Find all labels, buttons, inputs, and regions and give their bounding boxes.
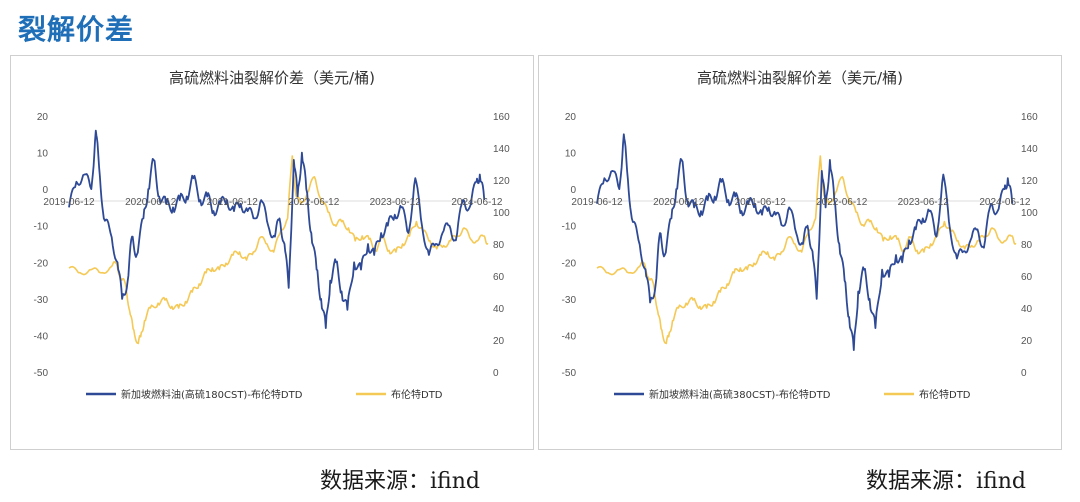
y-right-tick-label: 60: [1021, 272, 1033, 283]
series-line-brent: [68, 155, 489, 345]
page-title: 裂解价差: [18, 13, 135, 46]
y-right-tick-label: 40: [1021, 304, 1033, 315]
chart-panel-380cst: 高硫燃料油裂解价差（美元/桶) 20 10 0 -10 -20 -30 -40 -50 160 14…: [538, 55, 1062, 450]
x-tick-label: 2019-06-12: [43, 197, 95, 208]
y-left-tick-label: 20: [37, 112, 49, 123]
x-tick-label: 2023-06-12: [898, 197, 950, 208]
y-right-tick-label: 80: [1021, 240, 1033, 251]
legend-label: 布伦特DTD: [391, 388, 443, 401]
y-right-tick-label: 160: [1021, 112, 1038, 123]
y-right-tick-label: 0: [1021, 368, 1027, 379]
y-right-tick-label: 120: [1021, 176, 1038, 187]
chart-title: 高硫燃料油裂解价差（美元/桶): [697, 69, 903, 87]
x-tick-label: 2022-06-12: [288, 197, 340, 208]
y-left-tick-label: -10: [562, 222, 577, 233]
y-right-tick-label: 40: [493, 304, 505, 315]
y-left-tick-label: 20: [565, 112, 577, 123]
x-tick-label: 2021-06-12: [207, 197, 259, 208]
y-left-tick-label: -30: [34, 295, 49, 306]
y-left-tick-label: 10: [565, 149, 577, 160]
y-left-tick-label: -30: [562, 295, 577, 306]
y-left-tick-label: -20: [34, 258, 49, 269]
chart-180cst: 高硫燃料油裂解价差（美元/桶)20100-10-20-30-40-5016014…: [34, 69, 511, 401]
y-right-tick-label: 120: [493, 176, 510, 187]
y-right-tick-label: 20: [1021, 336, 1033, 347]
chart-panel-180cst: 高硫燃料油裂解价差（美元/桶) 20 10 0 -10 -20 -30 -40 -50 160 14…: [10, 55, 534, 450]
series-line-spread: [596, 133, 1014, 351]
source-note-left: 数据来源：ifind: [320, 469, 480, 494]
y-right-tick-label: 140: [1021, 144, 1038, 155]
x-tick-label: 2023-06-12: [370, 197, 422, 208]
y-left-tick-label: -40: [562, 331, 577, 342]
chart-title: 高硫燃料油裂解价差（美元/桶): [169, 69, 375, 87]
y-right-tick-label: 60: [493, 272, 505, 283]
x-tick-label: 2021-06-12: [735, 197, 787, 208]
y-right-tick-label: 100: [1021, 208, 1038, 219]
y-left-tick-label: -50: [562, 368, 577, 379]
y-right-tick-label: 140: [493, 144, 510, 155]
x-tick-label: 2020-06-12: [125, 197, 177, 208]
y-left-tick-label: -20: [562, 258, 577, 269]
chart-380cst: 高硫燃料油裂解价差（美元/桶)20100-10-20-30-40-5016014…: [562, 69, 1039, 401]
y-left-tick-label: 0: [42, 185, 48, 196]
x-tick-label: 2024-06-12: [979, 197, 1031, 208]
x-tick-label: 2024-06-12: [451, 197, 503, 208]
y-right-tick-label: 100: [493, 208, 510, 219]
x-tick-label: 2019-06-12: [571, 197, 623, 208]
y-right-tick-label: 20: [493, 336, 505, 347]
y-left-tick-label: -10: [34, 222, 49, 233]
legend-label: 新加坡燃料油(高硫180CST)-布伦特DTD: [121, 388, 303, 401]
legend-label: 新加坡燃料油(高硫380CST)-布伦特DTD: [649, 388, 831, 401]
y-left-tick-label: -50: [34, 368, 49, 379]
y-left-tick-label: 0: [570, 185, 576, 196]
x-tick-label: 2022-06-12: [816, 197, 868, 208]
y-left-tick-label: -40: [34, 331, 49, 342]
series-line-spread: [68, 129, 486, 329]
y-right-tick-label: 0: [493, 368, 499, 379]
y-left-tick-label: 10: [37, 149, 49, 160]
x-tick-label: 2020-06-12: [653, 197, 705, 208]
source-note-right: 数据来源：ifind: [866, 469, 1026, 494]
y-right-tick-label: 160: [493, 112, 510, 123]
legend-label: 布伦特DTD: [919, 388, 971, 401]
y-right-tick-label: 80: [493, 240, 505, 251]
